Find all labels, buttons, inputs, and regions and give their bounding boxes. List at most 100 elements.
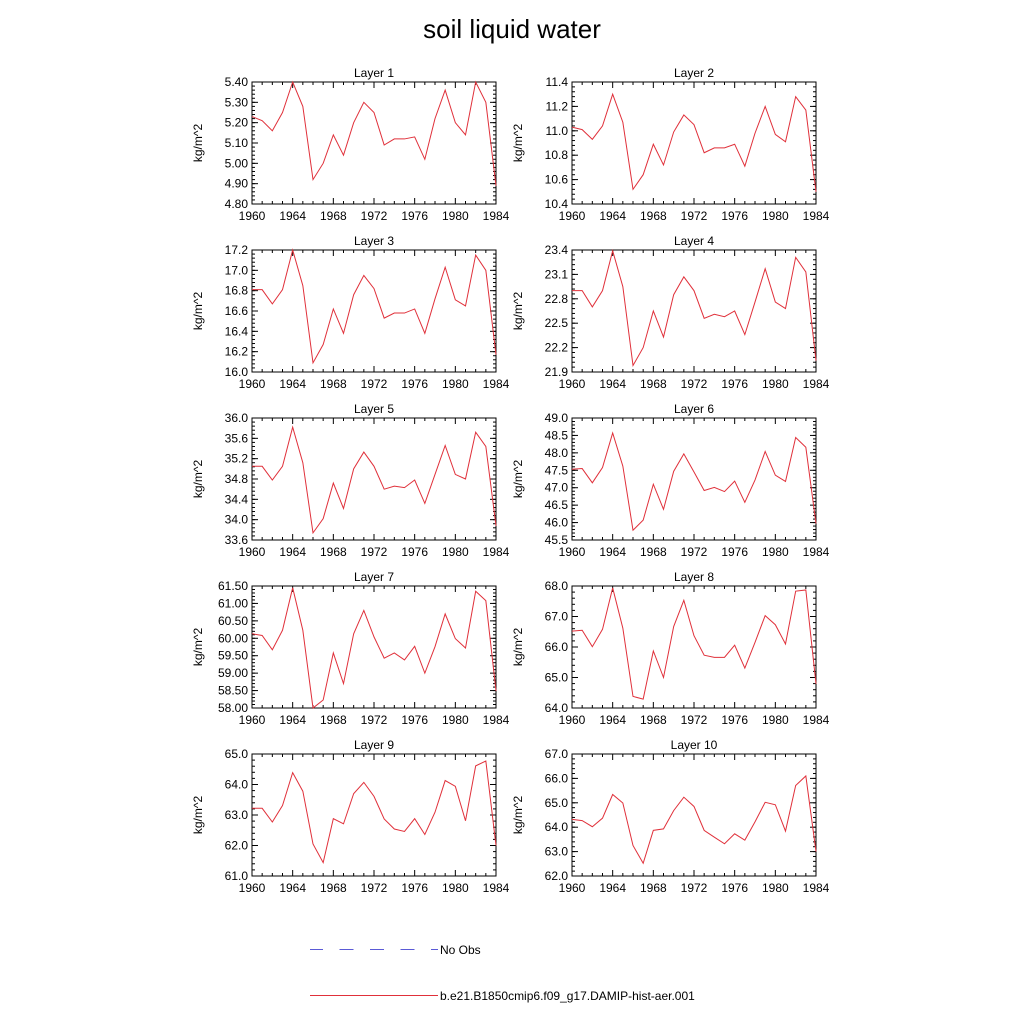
y-axis-label: kg/m^2 xyxy=(511,292,525,331)
x-tick-label: 1984 xyxy=(483,545,510,559)
chart-title: soil liquid water xyxy=(423,14,601,44)
y-tick-label: 5.10 xyxy=(225,136,249,150)
y-tick-label: 5.00 xyxy=(225,156,249,170)
y-tick-label: 60.50 xyxy=(218,614,248,628)
x-tick-label: 1980 xyxy=(442,377,469,391)
x-tick-label: 1968 xyxy=(640,545,667,559)
panel-title: Layer 2 xyxy=(674,66,714,80)
panel-title: Layer 9 xyxy=(354,738,394,752)
y-tick-label: 65.0 xyxy=(225,747,249,761)
panel-title: Layer 5 xyxy=(354,402,394,416)
y-tick-label: 46.0 xyxy=(545,516,569,530)
x-tick-label: 1976 xyxy=(401,209,428,223)
panel-title: Layer 4 xyxy=(674,234,714,248)
series-line xyxy=(252,425,497,535)
x-tick-label: 1984 xyxy=(483,209,510,223)
panel-title: Layer 7 xyxy=(354,570,394,584)
y-tick-label: 59.50 xyxy=(218,649,248,663)
x-tick-label: 1976 xyxy=(401,545,428,559)
panel-6: Layer 6 kg/m^2 1960 1964 1968 1972 1976 1980 198… xyxy=(511,402,830,559)
panel-1: Layer 1 kg/m^2 1960 1964 1968 1972 1976 1980 198… xyxy=(191,66,510,223)
y-axis-label: kg/m^2 xyxy=(191,460,205,499)
x-tick-label: 1972 xyxy=(361,713,388,727)
x-tick-label: 1960 xyxy=(559,377,586,391)
x-tick-label: 1960 xyxy=(559,881,586,895)
y-tick-label: 34.4 xyxy=(225,492,249,506)
y-tick-label: 47.0 xyxy=(545,481,569,495)
x-tick-label: 1968 xyxy=(320,209,347,223)
x-tick-label: 1968 xyxy=(320,881,347,895)
series-line xyxy=(251,80,497,186)
x-tick-label: 1980 xyxy=(442,713,469,727)
y-axis-label: kg/m^2 xyxy=(511,628,525,667)
y-tick-label: 49.0 xyxy=(545,411,569,425)
x-tick-label: 1980 xyxy=(442,545,469,559)
plot-frame xyxy=(571,417,817,541)
x-tick-label: 1980 xyxy=(762,713,789,727)
y-tick-label: 33.6 xyxy=(225,533,249,547)
plot-frame xyxy=(251,417,497,541)
x-tick-label: 1976 xyxy=(401,713,428,727)
x-tick-label: 1976 xyxy=(401,881,428,895)
y-tick-label: 63.0 xyxy=(545,845,569,859)
panel-2: Layer 2 kg/m^2 1960 1964 1968 1972 1976 1980 198… xyxy=(511,66,830,223)
y-axis-label: kg/m^2 xyxy=(191,124,205,163)
panel-title: Layer 3 xyxy=(354,234,394,248)
y-tick-label: 11.2 xyxy=(546,99,569,113)
y-tick-label: 34.0 xyxy=(225,513,249,527)
panel-title: Layer 10 xyxy=(671,738,718,752)
x-tick-label: 1980 xyxy=(762,881,789,895)
y-tick-label: 21.9 xyxy=(545,365,569,379)
panel-3: Layer 3 kg/m^2 1960 1964 1968 1972 1976 1980 198… xyxy=(191,234,510,391)
series-line xyxy=(252,760,497,864)
y-tick-label: 65.0 xyxy=(545,796,569,810)
x-tick-label: 1964 xyxy=(599,377,626,391)
x-tick-label: 1976 xyxy=(721,377,748,391)
x-tick-label: 1980 xyxy=(442,881,469,895)
x-tick-label: 1976 xyxy=(721,545,748,559)
x-tick-label: 1972 xyxy=(681,209,708,223)
series-line xyxy=(252,248,497,365)
panel-5: Layer 5 kg/m^2 1960 1964 1968 1972 1976 1980 198… xyxy=(191,402,510,559)
x-tick-label: 1972 xyxy=(361,377,388,391)
legend-swatch-solid xyxy=(310,995,438,996)
y-axis-label: kg/m^2 xyxy=(511,124,525,163)
y-tick-label: 10.4 xyxy=(545,197,569,211)
x-tick-label: 1964 xyxy=(279,209,306,223)
x-tick-label: 1960 xyxy=(559,713,586,727)
y-tick-label: 10.6 xyxy=(545,173,569,187)
series-line xyxy=(251,587,497,709)
x-tick-label: 1984 xyxy=(803,881,830,895)
series-line xyxy=(571,774,817,865)
panel-8: Layer 8 kg/m^2 1960 1964 1968 1972 1976 1980 198… xyxy=(511,570,830,727)
y-axis-label: kg/m^2 xyxy=(191,292,205,331)
x-tick-label: 1984 xyxy=(803,377,830,391)
x-tick-label: 1972 xyxy=(361,881,388,895)
legend-label-no-obs: No Obs xyxy=(440,943,481,957)
x-tick-label: 1960 xyxy=(239,545,266,559)
x-tick-label: 1972 xyxy=(681,545,708,559)
x-tick-label: 1968 xyxy=(320,545,347,559)
y-tick-label: 62.0 xyxy=(545,869,569,883)
x-tick-label: 1968 xyxy=(640,377,667,391)
y-tick-label: 58.50 xyxy=(218,684,248,698)
y-tick-label: 65.0 xyxy=(545,671,569,685)
x-tick-label: 1960 xyxy=(239,209,266,223)
y-tick-label: 4.80 xyxy=(225,197,249,211)
y-tick-label: 58.00 xyxy=(218,701,248,715)
x-tick-label: 1980 xyxy=(442,209,469,223)
y-tick-label: 22.2 xyxy=(545,341,569,355)
panel-title: Layer 6 xyxy=(674,402,714,416)
x-tick-label: 1984 xyxy=(803,209,830,223)
x-tick-label: 1960 xyxy=(239,713,266,727)
y-axis-label: kg/m^2 xyxy=(191,628,205,667)
y-tick-label: 5.40 xyxy=(225,75,249,89)
panel-title: Layer 8 xyxy=(674,570,714,584)
y-tick-label: 5.30 xyxy=(225,95,249,109)
y-tick-label: 46.5 xyxy=(545,498,569,512)
y-tick-label: 59.00 xyxy=(218,666,248,680)
legend-label-model: b.e21.B1850cmip6.f09_g17.DAMIP-hist-aer.… xyxy=(440,989,695,1003)
panel-7: Layer 7 kg/m^2 1960 1964 1968 1972 1976 1980 198… xyxy=(191,570,510,727)
y-tick-label: 35.6 xyxy=(225,431,249,445)
